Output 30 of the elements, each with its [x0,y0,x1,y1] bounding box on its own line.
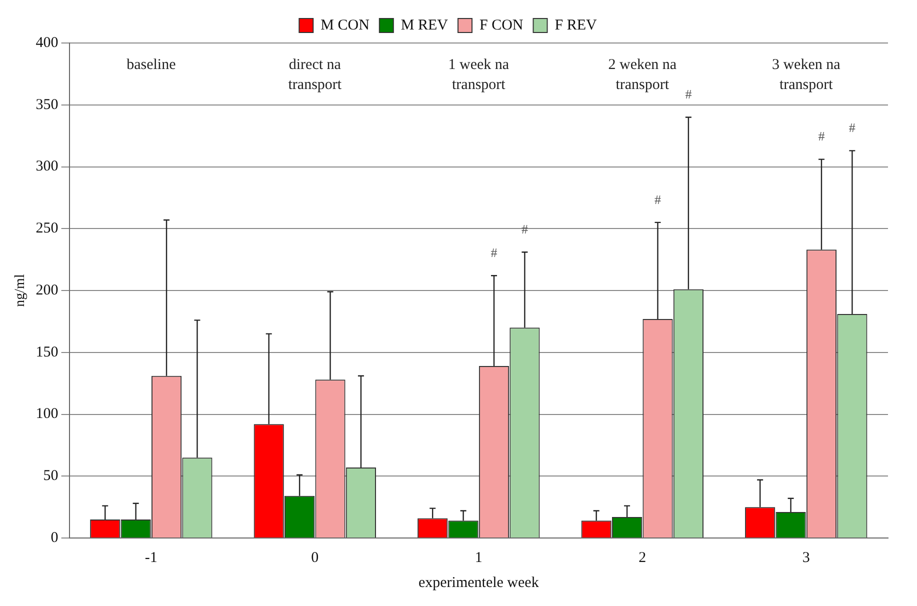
x-tick-label: 1 [474,550,482,566]
legend-label: F REV [554,17,598,34]
annotation: # [490,245,498,260]
legend-label: M CON [320,17,370,34]
annotation: # [848,120,856,136]
annotation: baseline [126,56,176,73]
y-axis-title: ng/ml [13,274,28,307]
x-tick-label: 2 [638,550,646,566]
y-tick-label: 50 [43,468,58,484]
x-tick-label: 0 [311,550,319,566]
annotation: 3 weken na transport [772,56,841,93]
annotation: 1 week na transport [448,56,510,93]
legend-label: F CON [479,17,524,34]
y-tick-label: 100 [36,406,58,422]
y-tick-label: 350 [36,96,58,113]
annotation: # [685,86,692,102]
annotation: # [654,192,662,207]
y-tick-label: 400 [36,34,58,51]
y-tick-label: 0 [50,530,58,546]
legend-label: M REV [400,17,448,34]
annotation: direct na transport [288,56,342,93]
y-tick-label: 250 [36,220,58,237]
x-axis-title: experimentele week [418,574,540,591]
annotation: # [818,128,826,144]
annotation: 2 weken na transport [608,56,677,93]
y-tick-label: 300 [36,158,58,175]
x-tick-label: -1 [144,550,158,566]
y-tick-label: 150 [36,344,58,360]
x-tick-label: 3 [802,550,810,566]
y-tick-label: 200 [36,282,58,298]
